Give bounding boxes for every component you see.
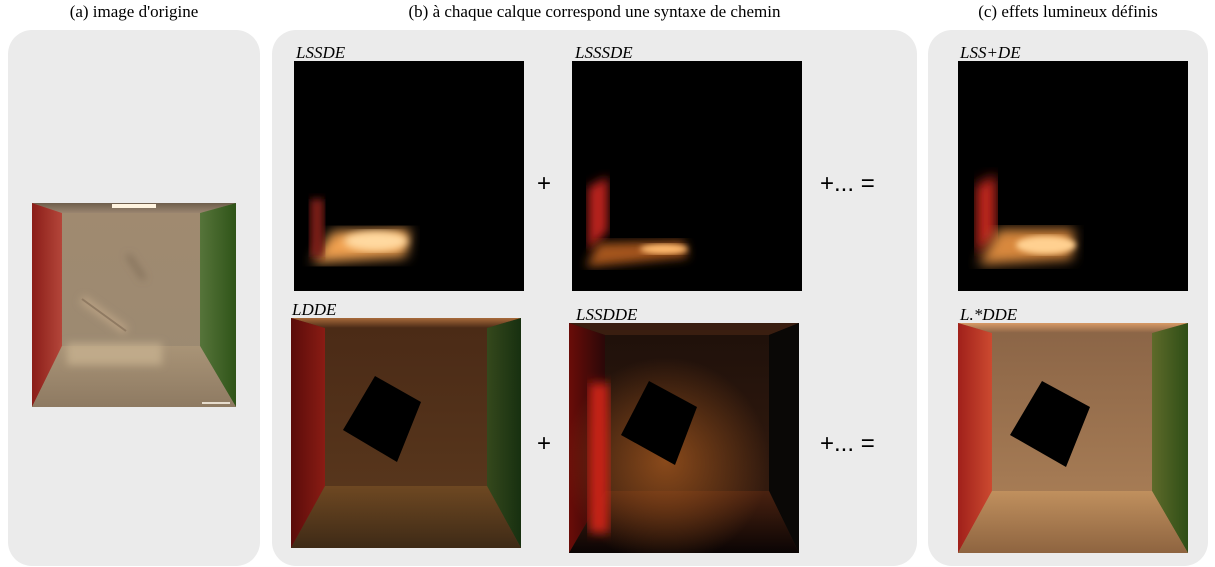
operator-plus-bottom: + <box>537 430 552 457</box>
render-ldde <box>291 318 521 548</box>
layer-label-ldde: LDDE <box>292 300 351 319</box>
original-render <box>32 203 236 407</box>
render-lss-plus-de <box>958 61 1188 291</box>
layer-label-lsssde: LSSSDE <box>575 43 647 62</box>
layer-label-lssde: LSSDE <box>296 43 360 62</box>
operator-plus: + <box>537 170 552 197</box>
operator-plus-ellipsis-equals-bottom: +... = <box>820 430 875 457</box>
caption-original-image: (a) image d'origine <box>69 2 199 21</box>
layer-label-l-star-dde: L.*DDE <box>960 305 1032 324</box>
render-l-star-dde <box>958 323 1188 553</box>
layer-label-lssdde: LSSDDE <box>576 305 652 324</box>
caption-light-effects: (c) effets lumineux définis <box>978 2 1158 21</box>
render-lssde <box>294 61 524 291</box>
render-lsssde <box>572 61 802 291</box>
render-lssdde <box>569 323 799 553</box>
layer-label-lss-plus-de: LSS+DE <box>960 43 1035 62</box>
operator-plus-ellipsis-equals: +... = <box>820 170 875 197</box>
caption-path-layers: (b) à chaque calque correspond une synta… <box>408 2 781 21</box>
